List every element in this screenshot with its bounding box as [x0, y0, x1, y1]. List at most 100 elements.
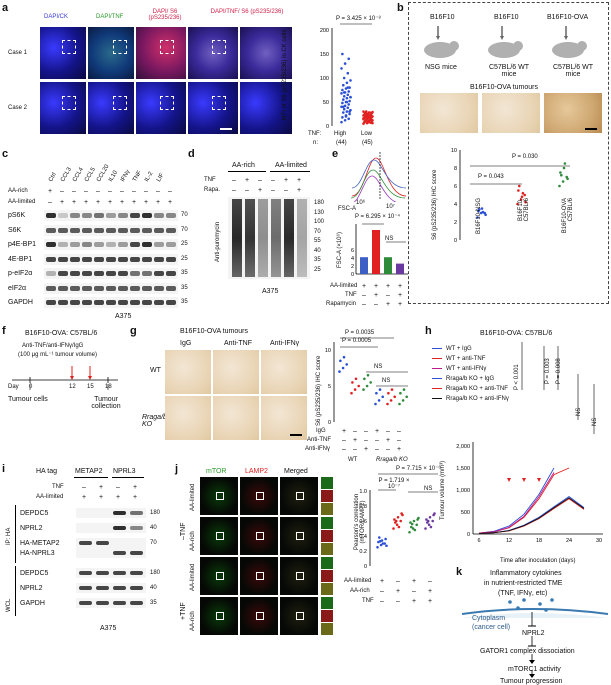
a-img-r2-c2 — [88, 82, 134, 134]
g-scatter-point — [398, 402, 401, 406]
c-band-4-7 — [130, 271, 140, 276]
b-scatter-point — [523, 193, 526, 197]
h-brackets — [521, 342, 595, 434]
b-model-2: B16F10 — [494, 14, 519, 21]
c-band-4-5 — [106, 271, 116, 276]
g-ifn-sign-1: – — [353, 446, 357, 453]
c-band-3-1 — [58, 256, 68, 262]
j-roi-3-1 — [256, 612, 264, 620]
c-band-6-2 — [70, 300, 80, 305]
g-ylabel: S6 (pS235/236) IHC score — [316, 355, 322, 426]
j-aa-lim-sign-3: – — [428, 578, 432, 585]
i-blot-label-5: NPRL2 — [20, 585, 43, 592]
g-ytick: 5 — [328, 384, 331, 390]
e-row-aa: AA-limited — [330, 283, 358, 289]
a-ytick: 100 — [320, 76, 329, 82]
h-legend-swatch-1 — [432, 358, 442, 359]
b-xcat-2: B16F10-C57BL/6 — [518, 198, 530, 222]
c-band-0-1 — [58, 213, 68, 218]
b-scatter-point — [476, 216, 479, 219]
i-row-tnf: TNF — [52, 484, 64, 490]
j-pvalue-second: P = 1.719 × 10⁻⁷ — [378, 478, 410, 490]
j-scatter-point — [378, 539, 382, 543]
g-ns-1: NS — [374, 364, 383, 370]
i-band-5-3 — [130, 586, 143, 590]
b-scatter-point — [560, 173, 563, 177]
e-tnf-sign-1: + — [374, 292, 379, 299]
h-ytick: 0 — [467, 532, 470, 538]
c-cell-line: A375 — [115, 313, 132, 320]
i-mw-4: 180 — [150, 570, 161, 576]
e-pvalue: P = 6.295 × 10⁻⁴ — [355, 214, 401, 220]
j-aa-rich-sign-3: + — [428, 588, 433, 595]
a-scatter-point — [347, 103, 350, 106]
a-scatter-point — [347, 57, 350, 61]
h-legend-item-4: Rraga/b KO + anti-TNF — [446, 386, 508, 392]
j-ytick: 0 — [364, 564, 367, 570]
g-tnf-sign-4: + — [386, 437, 391, 444]
g-scatter-point — [393, 395, 396, 399]
j-side-minus-tnf: –TNF — [180, 522, 187, 541]
j-scatter-point — [426, 519, 430, 523]
b-syringe-2 — [500, 26, 504, 40]
j-scatter-point — [412, 519, 416, 523]
a-scatter-point — [368, 111, 372, 114]
j-img-1-0 — [200, 517, 238, 555]
j-scatter-point — [379, 543, 383, 547]
b-ihc-3 — [544, 93, 602, 133]
c-band-3-3 — [82, 256, 92, 262]
b-scatter-point — [518, 184, 521, 188]
a-scatter-point — [342, 83, 345, 87]
a-scatter-point — [342, 111, 345, 114]
j-scatter-point — [428, 515, 432, 519]
c-blot-label-3: 4E-BP1 — [8, 255, 33, 263]
c-band-3-7 — [130, 256, 140, 262]
i-construct-1: METAP2 — [75, 468, 103, 475]
d-group-line-1 — [228, 171, 266, 172]
j-zoom-1-0 — [321, 517, 333, 529]
c-aa-lim-sign-5: + — [108, 199, 113, 206]
c-band-6-10 — [166, 300, 176, 305]
j-zoom-0-0 — [321, 477, 333, 489]
j-row-label-0: AA-limited — [190, 483, 196, 511]
c-aa-rich-sign-6: – — [120, 188, 124, 195]
b-scatter-point — [558, 184, 561, 188]
a-roi-r1-c4 — [212, 40, 226, 54]
j-row-aa-rich: AA-rich — [350, 588, 370, 594]
b-pvalue-top: P = 0.030 — [512, 154, 538, 160]
c-aa-lim-sign-3: + — [84, 199, 89, 206]
c-band-1-5 — [106, 227, 116, 233]
c-mw-4: 35 — [181, 270, 188, 276]
c-band-2-9 — [154, 242, 164, 247]
b-ytick: 8 — [454, 166, 457, 172]
b-scatter-point — [517, 189, 520, 192]
j-scatter-point — [395, 523, 399, 527]
c-aa-lim-sign-7: + — [132, 199, 137, 206]
c-band-2-1 — [58, 242, 68, 247]
c-band-0-5 — [106, 213, 116, 218]
g-scatter-point — [354, 377, 358, 381]
f-day-12: 12 — [69, 384, 76, 390]
j-aa-rich-sign-0: – — [380, 588, 384, 595]
j-roi-3-2 — [296, 612, 304, 620]
d-lanes-svg — [232, 199, 307, 277]
g-tnf-sign-5: – — [397, 437, 401, 444]
b-tumour-title: B16F10-OVA tumours — [470, 84, 538, 91]
c-band-1-10 — [166, 227, 176, 233]
d-tnf-sign-1: + — [245, 177, 250, 184]
b-scatter-point — [563, 162, 567, 165]
j-scatter-point — [431, 519, 434, 523]
b-scatter-point — [480, 207, 484, 210]
j-roi-3-0 — [216, 612, 224, 620]
i-row-aa: AA-limited — [36, 494, 64, 500]
h-legend-swatch-3 — [432, 378, 442, 379]
j-zoom-0-2 — [321, 503, 333, 515]
g-igg-sign-3: + — [375, 428, 380, 435]
a-scatter-point — [343, 118, 347, 122]
g-scatter-point — [375, 391, 378, 395]
h-treatment-marker-1 — [522, 478, 526, 482]
j-ns: NS — [424, 486, 433, 492]
f-title: B16F10-OVA: C57BL/6 — [25, 330, 98, 337]
d-group-aa-rich: AA-rich — [232, 162, 255, 169]
c-row-aa-rich: AA-rich — [8, 188, 28, 194]
